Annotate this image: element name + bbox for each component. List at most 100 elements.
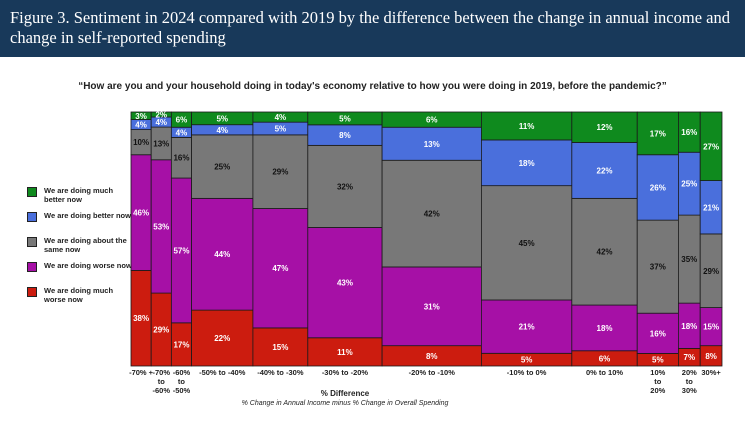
- bar-segment: [481, 111, 573, 141]
- chart-legend: We are doing much better now We are doin…: [27, 186, 132, 311]
- segment-value-label: 57%: [173, 246, 189, 255]
- bar-segment: [571, 142, 638, 199]
- segment-value-label: 13%: [424, 140, 440, 149]
- segment-value-label: 8%: [339, 131, 351, 140]
- legend-swatch-much-better: [27, 187, 37, 197]
- segment-value-label: 38%: [133, 314, 149, 323]
- segment-value-label: 4%: [216, 126, 228, 135]
- segment-value-label: 17%: [173, 340, 189, 349]
- x-tick-label: -70% +: [129, 368, 154, 377]
- bar-segment: [191, 134, 254, 199]
- bar-segment: [571, 111, 638, 143]
- segment-value-label: 21%: [703, 203, 719, 212]
- bar-segment: [307, 227, 383, 339]
- figure-header: Figure 3. Sentiment in 2024 compared wit…: [0, 0, 745, 57]
- bar-segment: [307, 337, 383, 367]
- x-axis-sublabel: % Change in Annual Income minus % Change…: [241, 400, 449, 407]
- x-tick-label: -60%: [153, 386, 171, 395]
- segment-value-label: 6%: [599, 354, 611, 363]
- x-tick-label: to: [178, 377, 185, 386]
- bar-segment: [252, 327, 309, 367]
- segment-value-label: 42%: [424, 210, 440, 219]
- segment-value-label: 15%: [703, 323, 719, 332]
- segment-value-label: 43%: [337, 279, 353, 288]
- segment-value-label: 27%: [703, 142, 719, 151]
- segment-value-label: 4%: [275, 113, 287, 122]
- legend-label-better: We are doing better now: [44, 211, 131, 220]
- segment-value-label: 47%: [272, 264, 288, 273]
- bar-segment: [636, 111, 679, 156]
- segment-value-label: 5%: [652, 356, 664, 365]
- legend-item-much-worse: We are doing much worse now: [27, 286, 132, 311]
- legend-swatch-better: [27, 212, 37, 222]
- segment-value-label: 4%: [176, 128, 188, 137]
- x-axis-label: % Difference: [320, 389, 370, 398]
- segment-value-label: 11%: [337, 348, 353, 357]
- x-tick-label: 0% to 10%: [586, 368, 623, 377]
- bar-segment: [252, 208, 309, 329]
- bar-segment: [381, 266, 482, 347]
- segment-value-label: 22%: [597, 166, 613, 175]
- segment-value-label: 35%: [681, 255, 697, 264]
- x-tick-label: to: [686, 377, 693, 386]
- legend-label-worse: We are doing worse now: [44, 261, 132, 270]
- segment-value-label: 10%: [133, 138, 149, 147]
- x-tick-label: -50% to -40%: [199, 368, 246, 377]
- bar-segment: [481, 139, 573, 187]
- segment-value-label: 18%: [597, 324, 613, 333]
- bar-segment: [381, 126, 482, 161]
- bar-segment: [481, 299, 573, 354]
- segment-value-label: 15%: [272, 343, 288, 352]
- legend-label-much-worse: We are doing much worse now: [44, 286, 114, 304]
- segment-value-label: 53%: [153, 222, 169, 231]
- legend-swatch-worse: [27, 262, 37, 272]
- segment-value-label: 11%: [519, 122, 535, 131]
- legend-item-better: We are doing better now: [27, 211, 132, 236]
- legend-item-much-better: We are doing much better now: [27, 186, 132, 211]
- x-tick-label: -70%: [153, 368, 171, 377]
- x-tick-label: 30%: [682, 386, 697, 395]
- legend-label-same: We are doing about the same now: [44, 236, 127, 254]
- segment-value-label: 29%: [703, 267, 719, 276]
- segment-value-label: 22%: [214, 334, 230, 343]
- segment-value-label: 8%: [705, 352, 717, 361]
- segment-value-label: 16%: [173, 154, 189, 163]
- segment-value-label: 3%: [135, 112, 147, 121]
- segment-value-label: 4%: [155, 118, 167, 127]
- segment-value-label: 2%: [155, 111, 167, 120]
- x-tick-label: -50%: [173, 386, 191, 395]
- segment-value-label: 26%: [650, 183, 666, 192]
- segment-value-label: 25%: [214, 163, 230, 172]
- segment-value-label: 46%: [133, 209, 149, 218]
- x-tick-label: -20% to -10%: [409, 368, 456, 377]
- x-tick-label: to: [158, 377, 165, 386]
- segment-value-label: 5%: [521, 356, 533, 365]
- legend-label-much-better: We are doing much better now: [44, 186, 114, 204]
- x-tick-label: -30% to -20%: [322, 368, 369, 377]
- segment-value-label: 6%: [426, 116, 438, 125]
- segment-value-label: 5%: [275, 125, 287, 134]
- segment-value-label: 21%: [519, 323, 535, 332]
- x-tick-label: 10%: [650, 368, 665, 377]
- bar-segment: [381, 159, 482, 268]
- segment-value-label: 44%: [214, 250, 230, 259]
- segment-value-label: 32%: [337, 182, 353, 191]
- bar-segment: [191, 309, 254, 367]
- segment-value-label: 6%: [176, 116, 188, 125]
- x-tick-label: -40% to -30%: [257, 368, 304, 377]
- segment-value-label: 8%: [426, 352, 438, 361]
- legend-swatch-much-worse: [27, 287, 37, 297]
- segment-value-label: 31%: [424, 302, 440, 311]
- bar-segment: [699, 111, 723, 181]
- x-tick-label: -10% to 0%: [507, 368, 547, 377]
- legend-item-same: We are doing about the same now: [27, 236, 132, 261]
- segment-value-label: 5%: [216, 114, 228, 123]
- segment-value-label: 42%: [597, 248, 613, 257]
- x-tick-label: to: [654, 377, 661, 386]
- x-tick-label: 30%+: [701, 368, 721, 377]
- segment-value-label: 4%: [135, 121, 147, 130]
- segment-value-label: 16%: [681, 128, 697, 137]
- bar-segment: [191, 197, 254, 311]
- segment-value-label: 18%: [681, 322, 697, 331]
